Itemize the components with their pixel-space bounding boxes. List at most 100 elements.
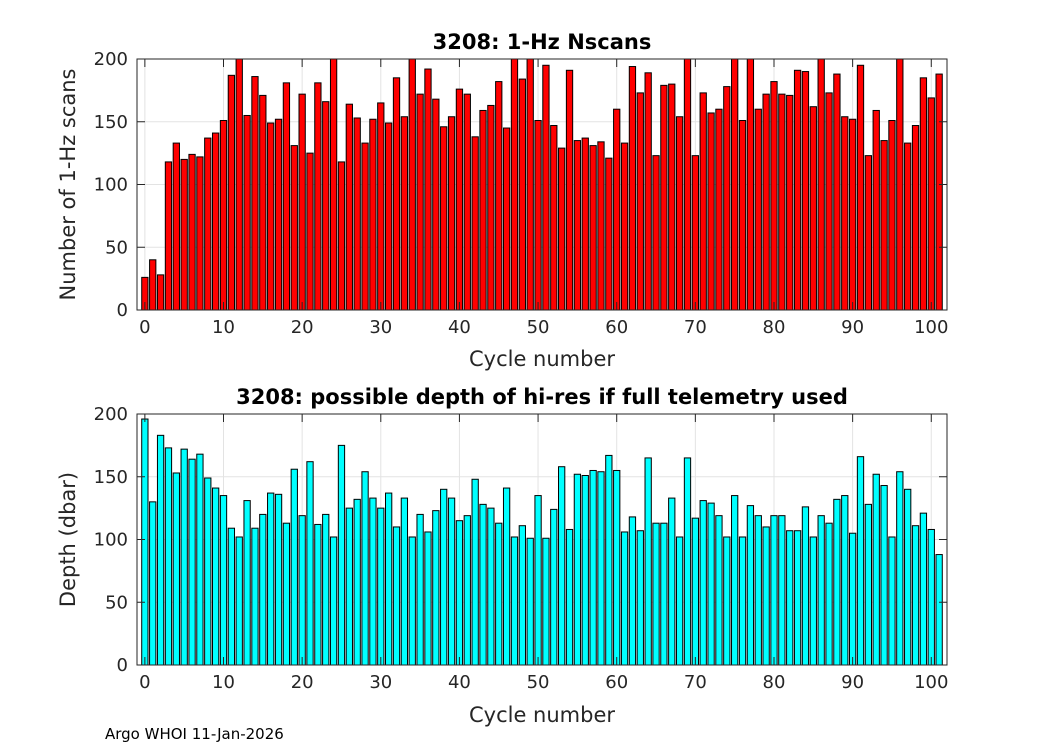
y-tick-label: 150 xyxy=(94,467,128,488)
bar xyxy=(298,93,306,311)
bar xyxy=(597,471,605,666)
bar xyxy=(856,64,865,311)
bar xyxy=(754,108,762,311)
bar xyxy=(267,122,275,311)
bar xyxy=(731,58,739,311)
bar xyxy=(550,125,558,311)
bar xyxy=(274,493,283,666)
bar xyxy=(589,469,597,666)
bar xyxy=(306,461,314,666)
bar xyxy=(935,554,943,666)
bar xyxy=(463,515,471,666)
bar xyxy=(746,58,755,311)
bar xyxy=(911,125,920,311)
bar xyxy=(880,140,888,311)
bar xyxy=(156,274,165,311)
bar xyxy=(196,156,204,311)
bar xyxy=(534,495,542,666)
bar xyxy=(274,118,283,311)
bar xyxy=(652,522,660,666)
y-tick-label: 150 xyxy=(94,112,128,133)
bar xyxy=(510,536,519,666)
y-tick-label: 0 xyxy=(117,300,128,321)
bar xyxy=(149,259,157,311)
x-tick-label: 80 xyxy=(763,317,786,338)
bar xyxy=(723,536,731,666)
bar xyxy=(345,507,353,666)
bar xyxy=(715,108,723,311)
x-tick-label: 90 xyxy=(841,317,864,338)
bar xyxy=(738,536,747,666)
x-tick-label: 20 xyxy=(291,672,314,693)
bar xyxy=(841,495,849,666)
bar xyxy=(180,448,188,666)
bar xyxy=(314,82,322,311)
bar xyxy=(715,515,723,666)
bar xyxy=(235,536,243,666)
bar xyxy=(447,116,456,311)
bar xyxy=(848,118,857,311)
bar xyxy=(251,76,259,311)
x-axis-label: Cycle number xyxy=(469,703,615,727)
bar xyxy=(542,64,550,311)
bar xyxy=(290,145,298,311)
bar xyxy=(754,515,762,666)
bar xyxy=(801,506,810,666)
bar xyxy=(526,537,534,666)
bar xyxy=(290,468,298,666)
bar xyxy=(502,487,511,666)
x-tick-label: 30 xyxy=(369,317,392,338)
bar xyxy=(369,118,377,311)
bar xyxy=(353,117,361,311)
x-tick-label: 10 xyxy=(212,317,235,338)
y-tick-label: 50 xyxy=(105,592,128,613)
x-tick-label: 30 xyxy=(369,672,392,693)
bar xyxy=(432,510,440,666)
chart-nscans: 0 10 20 30 40 50 60 70 80 90 100 0 50 100 150 200 3208: … xyxy=(56,30,948,371)
bar xyxy=(660,84,668,311)
bar xyxy=(369,497,377,666)
x-axis-label: Cycle number xyxy=(469,347,615,371)
bar xyxy=(707,502,715,666)
x-tick-label: 70 xyxy=(684,317,707,338)
bar xyxy=(361,142,369,311)
bar xyxy=(888,119,896,311)
bar xyxy=(479,503,487,666)
bar xyxy=(337,161,346,311)
bar xyxy=(896,58,904,311)
bar xyxy=(565,528,574,666)
bar xyxy=(919,512,928,666)
bar xyxy=(416,93,424,311)
bar xyxy=(786,530,794,666)
bar xyxy=(432,98,440,311)
x-tick-label: 40 xyxy=(448,317,471,338)
bar xyxy=(211,487,220,666)
bar xyxy=(196,453,204,666)
bar xyxy=(668,497,676,666)
bar xyxy=(495,522,503,666)
bar xyxy=(589,145,597,311)
x-tick-label: 0 xyxy=(139,672,150,693)
x-tick-label: 0 xyxy=(139,317,150,338)
bar xyxy=(455,88,464,311)
bar xyxy=(345,103,353,311)
bar xyxy=(219,119,228,311)
bar xyxy=(479,109,487,311)
bar xyxy=(817,58,825,311)
bar xyxy=(149,501,157,666)
bar xyxy=(518,525,526,666)
bar xyxy=(927,528,935,666)
bar xyxy=(337,444,346,666)
bar xyxy=(416,513,424,666)
x-tick-label: 70 xyxy=(684,672,707,693)
bar xyxy=(872,109,880,311)
bar xyxy=(683,457,692,666)
bar xyxy=(235,58,243,311)
y-tick-label: 0 xyxy=(117,655,128,676)
x-tick-label: 50 xyxy=(527,672,550,693)
bar xyxy=(502,127,511,311)
bar xyxy=(628,66,637,311)
bar xyxy=(833,498,841,666)
bar xyxy=(455,520,464,666)
bar xyxy=(778,93,786,311)
